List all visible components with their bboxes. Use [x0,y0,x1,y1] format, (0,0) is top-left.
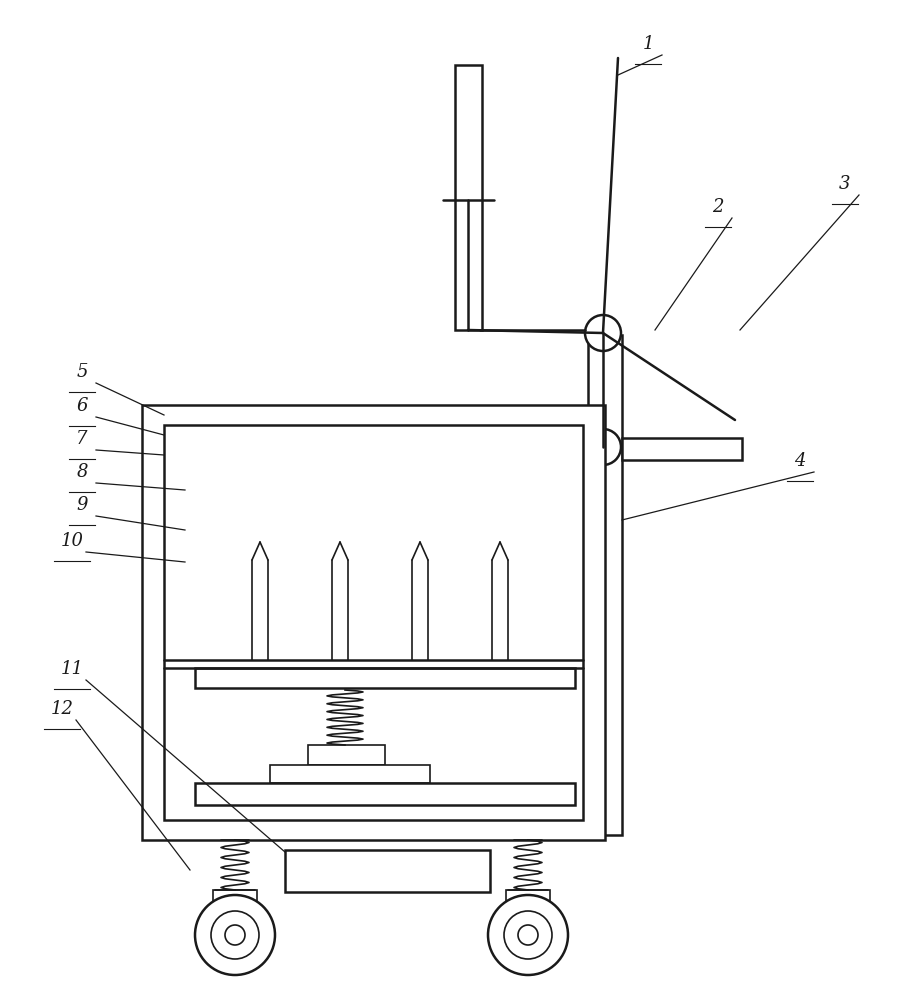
Bar [285,850,490,892]
Bar [308,745,385,765]
Circle shape [225,925,245,945]
Text: 8: 8 [76,463,88,481]
Bar [195,668,575,688]
Circle shape [504,911,552,959]
Text: 6: 6 [76,397,88,415]
Text: 9: 9 [76,496,88,514]
Circle shape [518,925,538,945]
Text: 11: 11 [61,660,83,678]
Circle shape [585,315,621,351]
Text: 7: 7 [76,430,88,448]
Bar [455,65,482,330]
Text: 12: 12 [50,700,73,718]
Bar [512,904,544,914]
Text: 2: 2 [713,198,724,216]
Circle shape [211,911,259,959]
Circle shape [488,895,568,975]
Bar [506,890,550,904]
Bar [588,335,622,835]
Text: 3: 3 [839,175,851,193]
Bar [213,890,257,904]
Circle shape [195,895,275,975]
Bar [142,405,605,840]
Text: 10: 10 [61,532,83,550]
Text: 4: 4 [794,452,806,470]
Circle shape [585,429,621,465]
Bar [219,904,251,914]
Text: 1: 1 [642,35,654,53]
Bar [622,438,742,460]
Bar [164,425,583,820]
Text: 5: 5 [76,363,88,381]
Bar [270,765,430,783]
Bar [195,783,575,805]
